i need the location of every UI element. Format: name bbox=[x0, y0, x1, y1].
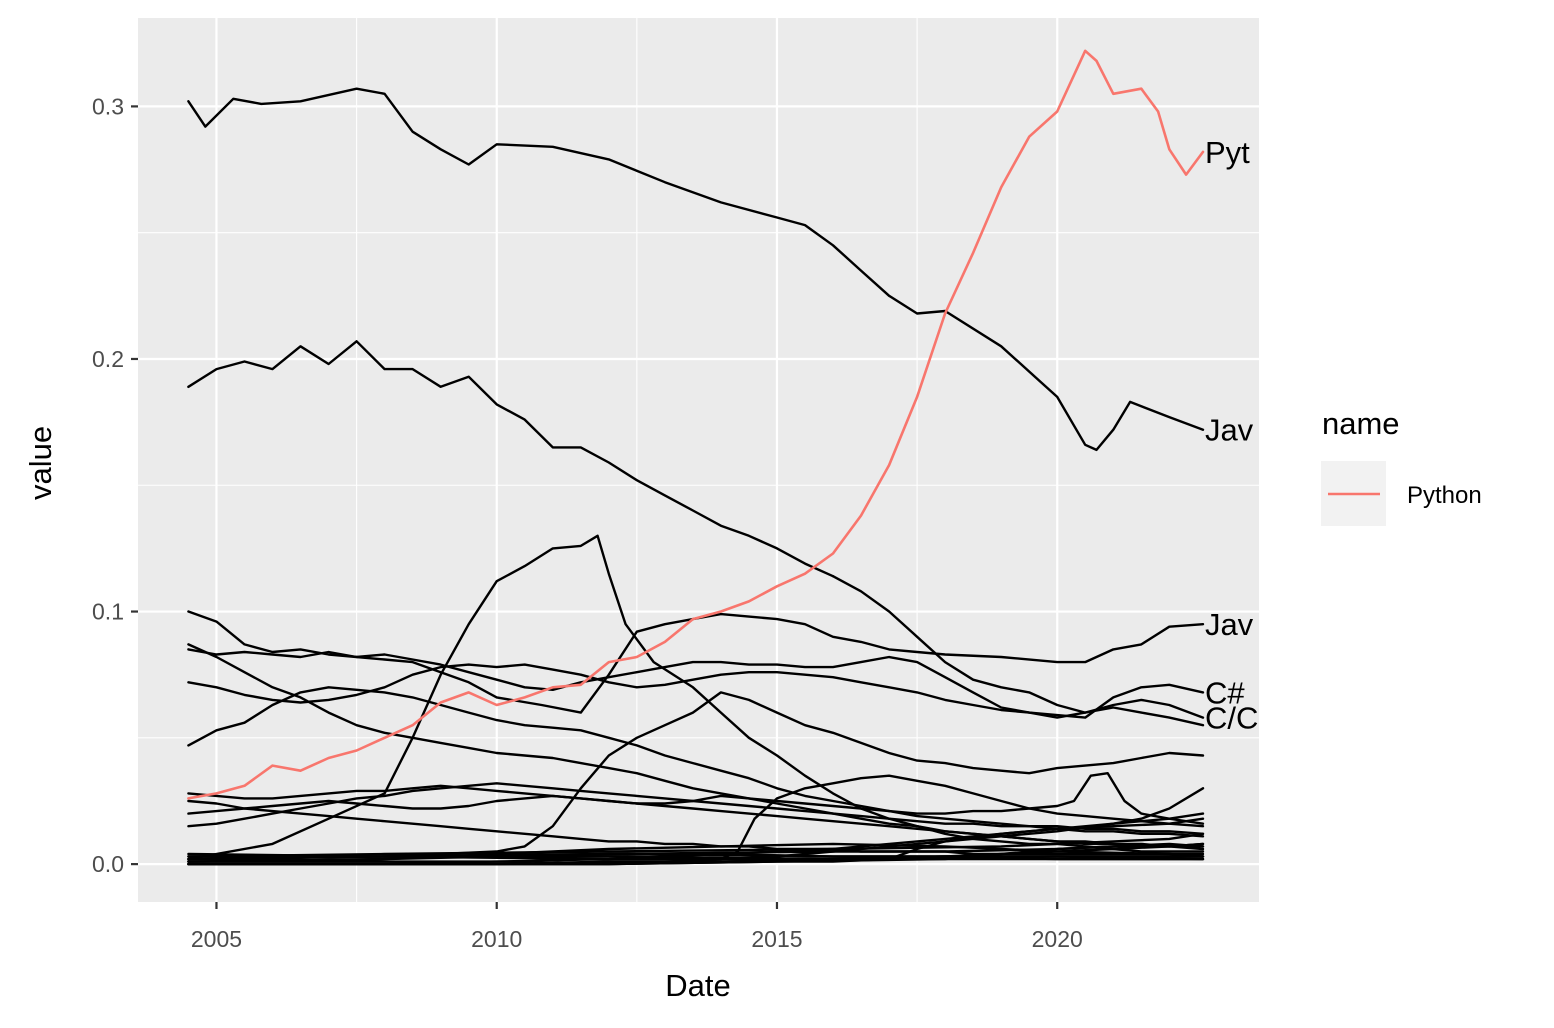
plot-panel bbox=[138, 18, 1259, 902]
x-tick-label: 2005 bbox=[191, 926, 242, 952]
series-line-visual-basic bbox=[187, 784, 1205, 848]
y-axis-title: value bbox=[23, 426, 58, 500]
y-tick-label: 0.1 bbox=[92, 599, 124, 625]
legend: name Python bbox=[1321, 406, 1482, 526]
end-label-python: Pyt bbox=[1205, 135, 1250, 170]
series-line-ada bbox=[187, 852, 1205, 861]
series-line-dart bbox=[187, 842, 1205, 866]
series-line-python bbox=[187, 49, 1205, 800]
series-line-c-c bbox=[187, 663, 1205, 719]
x-tick-label: 2015 bbox=[751, 926, 802, 952]
y-tick-label: 0.3 bbox=[92, 93, 124, 119]
series-line-javascript bbox=[187, 610, 1205, 714]
y-tick-label: 0.2 bbox=[92, 346, 124, 372]
x-tick-label: 2020 bbox=[1032, 926, 1083, 952]
series-line-abap bbox=[187, 832, 1205, 858]
series-line-php-cont bbox=[831, 575, 1205, 727]
x-axis-title: Date bbox=[665, 968, 730, 1003]
end-label-c-c: C/C bbox=[1205, 701, 1258, 736]
series-line-vba bbox=[187, 772, 1205, 825]
y-tick-label: 0.0 bbox=[92, 851, 124, 877]
series-line-delphi bbox=[187, 799, 1205, 858]
y-axis: 0.0 0.1 0.2 0.3 bbox=[92, 93, 138, 877]
end-label-c: C# bbox=[1205, 675, 1245, 710]
end-label-java: Jav bbox=[1205, 413, 1254, 448]
series-line-php bbox=[187, 340, 835, 578]
series-lines bbox=[187, 49, 1205, 866]
x-tick-label: 2010 bbox=[471, 926, 522, 952]
series-line-java bbox=[187, 87, 1205, 452]
series-end-labels: Jav Jav C#C/C Pyt bbox=[1205, 135, 1258, 736]
panel-right-clip bbox=[1259, 0, 1299, 1028]
legend-entry-label: Python bbox=[1407, 482, 1482, 509]
x-axis: 2005 2010 2015 2020 bbox=[191, 902, 1083, 952]
end-label-javascript: Jav bbox=[1205, 607, 1254, 642]
legend-title: name bbox=[1322, 406, 1400, 441]
